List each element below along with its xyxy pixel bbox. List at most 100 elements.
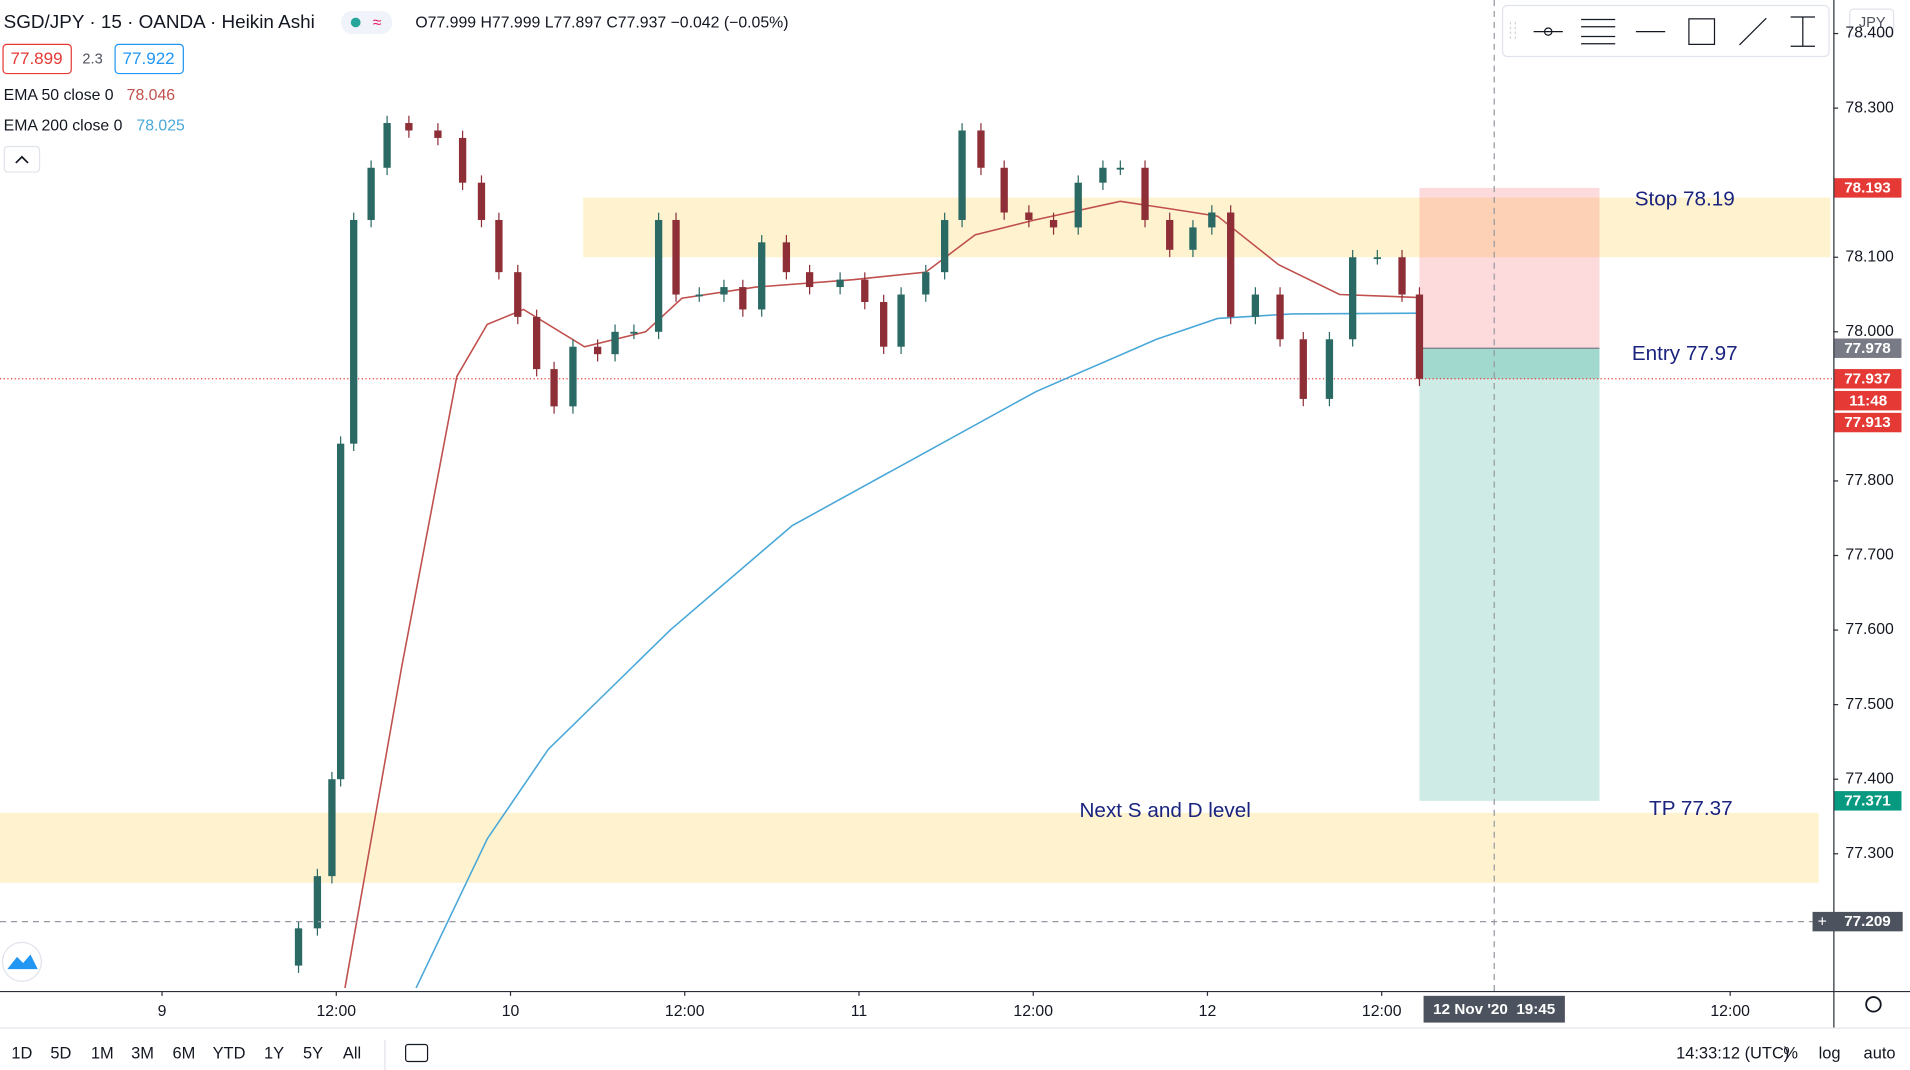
log-toggle[interactable]: log [1819,1045,1841,1063]
candle-body [313,876,322,929]
collapse-icon [15,155,29,164]
bid: 77.899 [10,49,62,68]
entry-label: Entry 77.97 [1632,342,1738,365]
candle-body [532,316,541,370]
tool-horizontal-ray[interactable] [1533,27,1563,36]
candle-body [958,130,966,220]
y-tick-label: 77.700 [1845,547,1894,564]
y-tick-label: 78.100 [1845,248,1894,265]
clock[interactable]: 14:33:12 (UTC) [1676,1045,1789,1063]
symbol-title[interactable]: SGD/JPY · 15 · OANDA · Heikin Ashi [4,11,315,32]
candle-body [739,287,747,310]
candle-body [593,346,602,355]
candle-body [367,167,375,220]
ask: 77.922 [123,49,175,68]
candle-body [1141,167,1149,220]
price-label-box [1834,338,1902,358]
candle-body [897,294,905,347]
range-button[interactable]: 3M [131,1045,154,1063]
percent-toggle[interactable]: % [1783,1045,1798,1063]
range-button[interactable]: 1M [91,1045,114,1063]
price-label: 77.978 [1844,340,1891,357]
candle-body [550,369,558,407]
ema200-value: 78.025 [136,118,185,135]
candle-body [940,219,949,273]
y-tick-label: 78.300 [1845,99,1894,116]
stop-label: Stop 78.19 [1635,188,1735,211]
range-button[interactable]: YTD [213,1045,246,1063]
candle-body [1299,339,1307,399]
supply-demand-zone [0,812,1819,883]
candle-body [514,272,522,317]
ema200-legend: EMA 200 close 0 [4,118,123,135]
tool-fib[interactable] [1581,18,1616,45]
zone-label: Next S and D level [1079,799,1250,822]
crosshair-time: 12 Nov '20 19:45 [1433,1001,1556,1018]
status-pill[interactable] [341,10,393,35]
range-button[interactable]: All [343,1045,361,1063]
candle-body [1325,339,1334,399]
drag-handle[interactable] [1509,21,1516,42]
candle-body [836,279,844,288]
candle-body [569,346,577,407]
bid-box[interactable] [2,43,72,75]
y-tick-label: 77.800 [1845,472,1894,489]
ask-box[interactable] [114,43,184,75]
candle-body [654,219,663,332]
y-tick-label: 78.400 [1845,25,1894,42]
range-button[interactable]: 1Y [264,1045,284,1063]
candle-body [350,219,358,444]
candle-body [328,779,336,877]
candle-body [720,287,728,295]
date-range-icon[interactable] [405,1043,429,1063]
settings-icon[interactable] [1865,996,1882,1013]
x-tick-label: 12:00 [665,1003,705,1020]
tool-measure[interactable] [1790,16,1815,47]
candle-body [758,242,766,310]
auto-toggle[interactable]: auto [1864,1045,1896,1063]
candle-body [611,331,619,355]
candle-body [1025,212,1033,220]
countdown: 11:48 [1849,392,1887,409]
supply-demand-zone [583,197,1831,258]
candle-body [805,272,814,288]
range-button[interactable]: 1D [11,1045,32,1063]
x-tick-label: 10 [502,1003,520,1020]
range-button[interactable]: 5D [50,1045,71,1063]
candle-body [1208,212,1216,228]
candle-body [434,130,442,138]
price-label-box [1834,412,1902,433]
collapse-button[interactable] [3,145,41,173]
candle-body [294,928,303,966]
candle-body [1373,257,1381,260]
candle-body [1398,257,1406,295]
target-zone [1419,348,1600,801]
candle-body [495,219,503,273]
y-tick-label: 77.300 [1845,845,1894,862]
candle-body [1000,167,1008,213]
drawing-toolbar [1501,4,1830,58]
candle-body [405,123,413,131]
candle-body [880,301,888,347]
ema50-value: 78.046 [127,87,176,104]
plot-area: Next S and D level Stop 78.19 Entry 77.97 T… [0,115,1834,989]
candle-body [1415,294,1424,379]
y-tick-label: 78.000 [1845,323,1894,340]
range-button[interactable]: 5Y [303,1045,323,1063]
candle-body [1276,294,1284,340]
tool-trend-line[interactable] [1739,17,1767,46]
candle-body [782,242,791,273]
range-button[interactable]: 6M [173,1045,196,1063]
price-label: 77.913 [1844,414,1891,431]
price-label-box [1834,178,1902,198]
currency-box[interactable] [1849,8,1895,37]
crosshair-plus: + [1818,913,1827,930]
stop-zone [1419,187,1600,349]
candle-body [1049,219,1058,228]
tool-rectangle[interactable] [1688,18,1716,45]
target-label: TP 77.37 [1649,797,1733,820]
crosshair-price-box [1812,911,1903,932]
